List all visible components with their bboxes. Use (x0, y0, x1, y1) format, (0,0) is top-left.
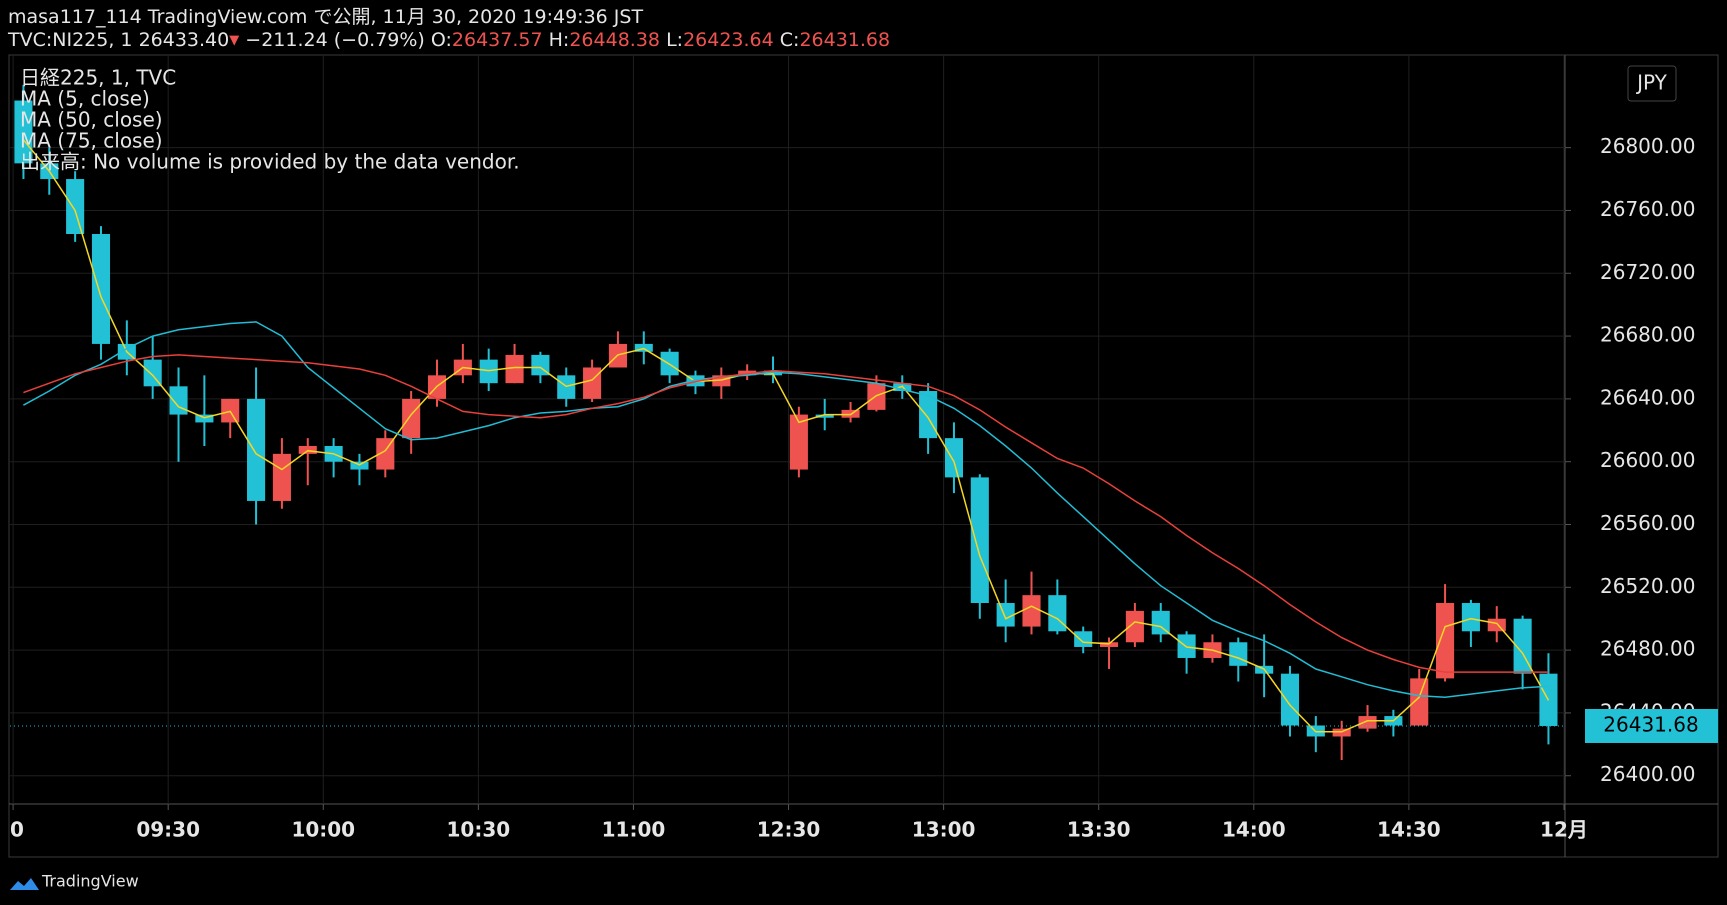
candle-body (169, 386, 188, 415)
candle-body (1229, 642, 1248, 666)
candle-body (583, 367, 602, 399)
header-line: masa117_114 TradingView.com で公開, 11月 30,… (8, 6, 890, 29)
y-tick-label: 26520.00 (1600, 574, 1695, 598)
candle-body (1513, 618, 1532, 674)
x-tick-label: 14:00 (1222, 818, 1286, 842)
candle-body (996, 603, 1015, 627)
label: C: (779, 29, 800, 51)
x-tick-label: 13:30 (1067, 818, 1131, 842)
ma-line (23, 354, 1549, 673)
candle-body (1332, 728, 1351, 737)
candle-body (298, 445, 317, 454)
axes: 26400.0026440.0026480.0026520.0026560.00… (10, 134, 1718, 842)
logo (10, 878, 39, 890)
y-tick-label: 26680.00 (1600, 323, 1695, 347)
x-tick-label: 10:00 (291, 818, 355, 842)
candle-body (1074, 631, 1093, 647)
candle-body (350, 461, 369, 470)
y-tick-label: 26560.00 (1600, 511, 1695, 535)
low: 26423.64 (683, 29, 774, 51)
candle-body (1461, 603, 1480, 632)
y-tick-label: 26400.00 (1600, 762, 1695, 786)
currency: JPY (1635, 71, 1668, 95)
candle-body (1280, 673, 1300, 726)
candle-body (815, 414, 834, 418)
candle-body (247, 398, 266, 501)
last-price: 26433.40 (138, 29, 230, 51)
candle-body (66, 179, 85, 235)
candle-body (14, 100, 33, 164)
x-tick-label: 10:30 (447, 818, 511, 842)
x-tick-label: 14:30 (1377, 818, 1441, 842)
candle-body (1436, 603, 1455, 679)
x-tick-label: 12:30 (757, 818, 821, 842)
x-tick-label: 0 (10, 818, 24, 842)
arrow: ▼ (229, 33, 240, 48)
candle-body (1048, 595, 1067, 632)
ma-line (23, 321, 1549, 698)
candle-body (479, 359, 498, 384)
publisher: masa117_114 TradingView.com で公開, 11月 30,… (8, 6, 644, 28)
label: O: (430, 29, 452, 51)
symbol: TVC:NI225, 1 (8, 29, 133, 51)
candle-body (944, 438, 964, 478)
candle-body (505, 354, 524, 384)
close: 26431.68 (799, 29, 891, 51)
candle-body (1022, 595, 1041, 627)
y-tick-label: 26640.00 (1600, 385, 1695, 409)
candle-body (1125, 610, 1144, 643)
candle-body (1151, 610, 1170, 635)
chart-title: 日経225, 1, TVC (20, 66, 176, 90)
candle-body (272, 453, 291, 501)
label: L: (666, 29, 684, 51)
footer-brand: TradingView (41, 872, 139, 891)
grid (10, 55, 1565, 804)
candle-body (712, 375, 731, 387)
candle-body (763, 370, 783, 376)
ma-line (22, 139, 1550, 733)
y-tick-label: 26760.00 (1600, 197, 1695, 221)
header-line: TVC:NI225, 1 26433.40▼ −211.24 (−0.79%) … (8, 29, 890, 52)
x-tick-label: 13:00 (912, 818, 976, 842)
candle-body (1487, 618, 1506, 632)
x-tick-label: 09:30 (136, 818, 200, 842)
change: −211.24 (−0.79%) (245, 29, 425, 51)
candle-body (789, 414, 808, 470)
frame (8, 54, 1719, 858)
candle-body (970, 477, 989, 604)
candle-body (1099, 642, 1119, 647)
candle-body (91, 234, 111, 344)
currency-badge[interactable] (1627, 65, 1677, 102)
candle-body (376, 438, 395, 470)
candle-body (557, 375, 576, 399)
candle-body (1410, 678, 1429, 726)
annotation: 出来高: No volume is provided by the data v… (20, 150, 520, 174)
y-tick-label: 26600.00 (1600, 448, 1695, 472)
x-tick-label: 12月 (1540, 818, 1588, 842)
header: masa117_114 TradingView.com で公開, 11月 30,… (8, 6, 890, 52)
candle-body (1358, 716, 1377, 729)
label: H: (548, 29, 570, 51)
plot (10, 84, 1565, 761)
y-tick-label: 26720.00 (1600, 260, 1695, 284)
legend-entry: MA (75, close) (20, 129, 163, 153)
legend-entry: MA (50, close) (20, 108, 163, 132)
y-tick-label: 26480.00 (1600, 637, 1695, 661)
x-tick-label: 11:00 (602, 818, 666, 842)
high: 26448.38 (569, 29, 661, 51)
last-price-box (1585, 708, 1718, 743)
legend-entry: MA (5, close) (20, 87, 150, 111)
candle-body (738, 370, 757, 376)
open: 26437.57 (451, 29, 543, 51)
candle-body (402, 398, 421, 439)
y-tick-label: 26800.00 (1600, 134, 1695, 158)
last-price-label: 26431.68 (1603, 712, 1698, 736)
candle-body (195, 414, 214, 423)
